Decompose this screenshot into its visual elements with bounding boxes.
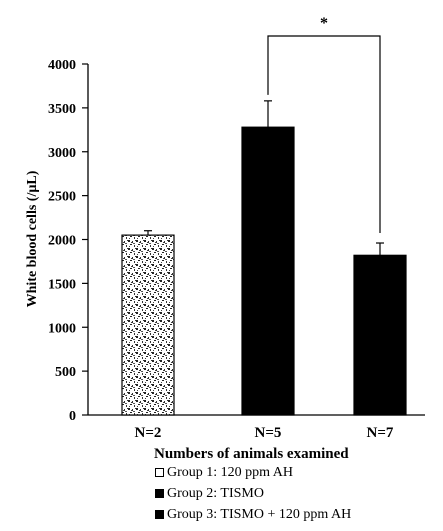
legend-label: Group 3: TISMO + 120 ppm AH [167,507,352,522]
bars [121,126,407,416]
bar [241,126,295,416]
legend-item-group-2: Group 2: TISMO [155,483,351,504]
y-tick-label: 500 [55,365,76,380]
y-tick-label: 1500 [48,277,76,292]
legend-label: Group 2: TISMO [167,486,264,501]
x-tick-label: N=7 [367,425,394,441]
bar [121,234,175,416]
legend-label: Group 1: 120 ppm AH [167,465,293,480]
y-tick-label: 1000 [48,321,76,336]
x-tick-label: N=2 [135,425,162,441]
x-tick-label: N=5 [255,425,282,441]
x-tick-labels: N=2 N=5 N=7 [135,425,394,441]
legend-swatch-filled [155,489,164,498]
legend-swatch-open [155,468,164,477]
significance-bracket: * [267,15,381,234]
y-tick-label: 0 [69,409,76,424]
significance-bracket-line [267,35,381,234]
legend-swatch-filled [155,510,164,519]
x-axis-label: Numbers of animals examined [154,446,349,462]
y-tick-label: 4000 [48,58,76,73]
y-tick-label: 3500 [48,102,76,117]
y-axis-label: White blood cells (/µL) [25,170,40,307]
legend-item-group-3: Group 3: TISMO + 120 ppm AH [155,504,351,525]
y-tick-label: 3000 [48,146,76,161]
legend-item-group-1: Group 1: 120 ppm AH [155,462,351,483]
legend: Group 1: 120 ppm AH Group 2: TISMO Group… [155,462,351,525]
bar [353,254,407,416]
y-tick-label: 2500 [48,190,76,205]
significance-marker: * [320,15,328,32]
error-bars [144,100,384,256]
y-tick-label: 2000 [48,234,76,249]
y-ticks: 0 500 1000 1500 2000 2500 3000 3500 4000 [48,58,88,424]
